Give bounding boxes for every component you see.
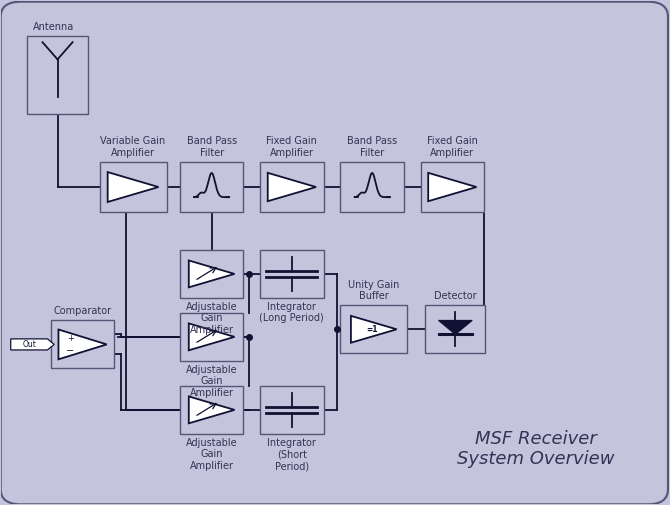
Polygon shape: [189, 261, 234, 287]
Polygon shape: [108, 172, 159, 202]
Text: Out: Out: [22, 340, 36, 349]
Text: Integrator
(Short
Period): Integrator (Short Period): [267, 438, 316, 471]
Text: +: +: [67, 334, 74, 343]
Text: MSF Receiver
System Overview: MSF Receiver System Overview: [457, 430, 614, 468]
Polygon shape: [268, 173, 316, 201]
Polygon shape: [351, 316, 397, 343]
Text: Fixed Gain
Amplifier: Fixed Gain Amplifier: [427, 136, 478, 158]
FancyBboxPatch shape: [51, 321, 115, 368]
Text: Variable Gain
Amplifier: Variable Gain Amplifier: [100, 136, 165, 158]
Text: Integrator
(Long Period): Integrator (Long Period): [259, 302, 324, 324]
Text: Adjustable
Gain
Amplifier: Adjustable Gain Amplifier: [186, 365, 237, 398]
Polygon shape: [58, 329, 107, 360]
FancyBboxPatch shape: [180, 162, 243, 212]
Text: Adjustable
Gain
Amplifier: Adjustable Gain Amplifier: [186, 302, 237, 335]
Text: Band Pass
Filter: Band Pass Filter: [186, 136, 237, 158]
FancyBboxPatch shape: [180, 250, 243, 298]
FancyBboxPatch shape: [260, 386, 324, 434]
FancyBboxPatch shape: [27, 36, 88, 114]
Polygon shape: [189, 323, 234, 350]
FancyBboxPatch shape: [340, 306, 407, 353]
Text: Detector: Detector: [434, 291, 476, 301]
FancyBboxPatch shape: [421, 162, 484, 212]
Text: Comparator: Comparator: [54, 307, 112, 317]
FancyBboxPatch shape: [180, 386, 243, 434]
Polygon shape: [11, 339, 54, 350]
Polygon shape: [189, 396, 234, 423]
FancyBboxPatch shape: [100, 162, 167, 212]
Polygon shape: [438, 320, 472, 334]
Text: Antenna: Antenna: [33, 22, 74, 32]
Text: Adjustable
Gain
Amplifier: Adjustable Gain Amplifier: [186, 438, 237, 471]
Text: =1: =1: [366, 325, 378, 334]
FancyBboxPatch shape: [340, 162, 404, 212]
Text: Unity Gain
Buffer: Unity Gain Buffer: [348, 280, 399, 301]
Polygon shape: [428, 173, 476, 201]
Text: −: −: [66, 346, 74, 357]
FancyBboxPatch shape: [180, 313, 243, 361]
Text: Band Pass
Filter: Band Pass Filter: [347, 136, 397, 158]
FancyBboxPatch shape: [425, 306, 486, 353]
FancyBboxPatch shape: [260, 162, 324, 212]
Text: Fixed Gain
Amplifier: Fixed Gain Amplifier: [267, 136, 318, 158]
FancyBboxPatch shape: [260, 250, 324, 298]
